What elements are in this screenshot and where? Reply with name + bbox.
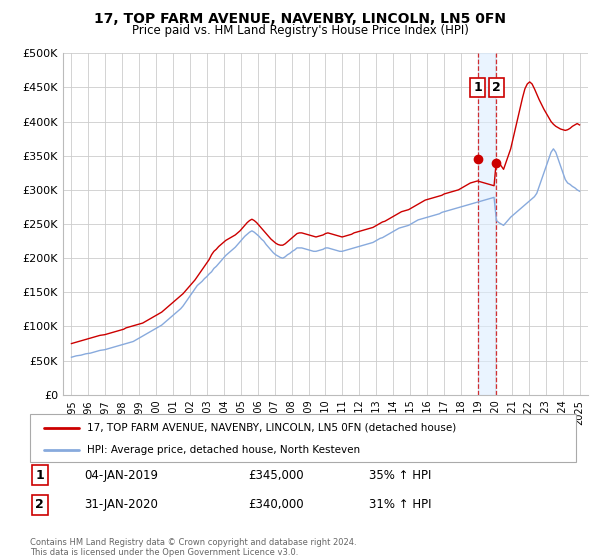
Text: HPI: Average price, detached house, North Kesteven: HPI: Average price, detached house, Nort… (88, 445, 361, 455)
Text: 2: 2 (35, 498, 44, 511)
Text: 17, TOP FARM AVENUE, NAVENBY, LINCOLN, LN5 0FN: 17, TOP FARM AVENUE, NAVENBY, LINCOLN, L… (94, 12, 506, 26)
Text: 31% ↑ HPI: 31% ↑ HPI (368, 498, 431, 511)
Text: £340,000: £340,000 (248, 498, 304, 511)
Text: 1: 1 (35, 469, 44, 482)
Text: 04-JAN-2019: 04-JAN-2019 (85, 469, 158, 482)
Text: 2: 2 (492, 81, 500, 94)
Bar (478, 53, 496, 395)
Text: Price paid vs. HM Land Registry's House Price Index (HPI): Price paid vs. HM Land Registry's House … (131, 24, 469, 36)
Text: Contains HM Land Registry data © Crown copyright and database right 2024.
This d: Contains HM Land Registry data © Crown c… (30, 538, 356, 557)
Text: 31-JAN-2020: 31-JAN-2020 (85, 498, 158, 511)
Text: 1: 1 (473, 81, 482, 94)
Text: £345,000: £345,000 (248, 469, 304, 482)
FancyBboxPatch shape (30, 414, 576, 462)
Text: 17, TOP FARM AVENUE, NAVENBY, LINCOLN, LN5 0FN (detached house): 17, TOP FARM AVENUE, NAVENBY, LINCOLN, L… (88, 423, 457, 433)
Text: 35% ↑ HPI: 35% ↑ HPI (368, 469, 431, 482)
